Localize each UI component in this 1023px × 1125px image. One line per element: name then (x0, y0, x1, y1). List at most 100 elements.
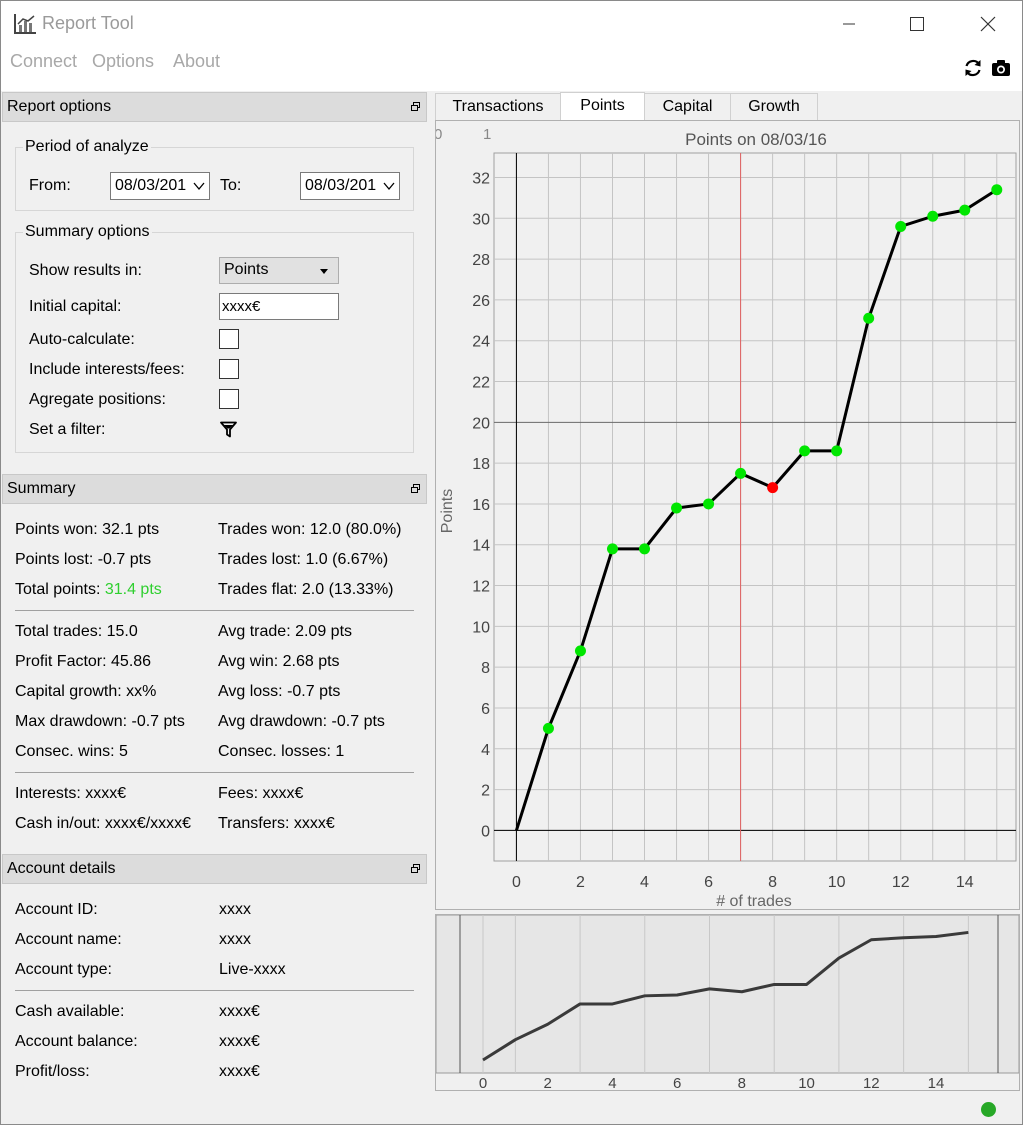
y-tick-label: 14 (472, 538, 490, 555)
dock-float-icon[interactable] (411, 102, 420, 111)
x-tick-label: 8 (768, 874, 777, 891)
win-point[interactable] (895, 220, 907, 232)
menu-bar: Connect Options About (1, 47, 1022, 91)
y-tick-label: 0 (481, 823, 490, 840)
maximize-icon (910, 17, 924, 31)
fees: Fees: xxxx€ (218, 785, 304, 802)
chevron-down-icon[interactable] (192, 179, 206, 193)
trades-flat: Trades flat: 2.0 (13.33%) (218, 581, 394, 598)
avg-drawdown: Avg drawdown: -0.7 pts (218, 713, 385, 730)
grid-lines (494, 153, 1016, 861)
y-tick-label: 28 (472, 252, 490, 269)
x-tick-label: 4 (640, 874, 649, 891)
points-series-line (514, 188, 998, 831)
minimize-icon (843, 23, 855, 25)
consec-wins: Consec. wins: 5 (15, 743, 128, 760)
menu-about[interactable]: About (173, 51, 221, 71)
loss-point[interactable] (767, 482, 779, 494)
tab-transactions[interactable]: Transactions (435, 93, 561, 121)
window-title: Report Tool (42, 13, 134, 33)
points-chart-frame: 0 1 Points on 08/03/16 0 2 4 6 8 10 12 14 16 18 20… (434, 120, 1020, 910)
account-balance-value: xxxx€ (219, 1033, 260, 1050)
account-divider (15, 990, 414, 991)
maximize-button[interactable] (887, 1, 947, 47)
initial-capital-label: Initial capital: (29, 298, 122, 315)
win-point[interactable] (606, 543, 618, 555)
profit-loss-label: Profit/loss: (15, 1063, 90, 1080)
menu-options[interactable]: Options (92, 51, 155, 71)
win-point[interactable] (799, 445, 811, 457)
transfers: Transfers: xxxx€ (218, 815, 335, 832)
account-details-title: Account details (7, 860, 116, 877)
win-point[interactable] (574, 645, 586, 657)
include-interests-label: Include interests/fees: (29, 361, 185, 378)
win-point[interactable] (671, 502, 683, 514)
interests: Interests: xxxx€ (15, 785, 127, 802)
menu-connect[interactable]: Connect (10, 51, 78, 71)
camera-icon[interactable] (990, 57, 1012, 79)
x-tick-label: 2 (576, 874, 585, 891)
chevron-down-icon[interactable] (382, 179, 396, 193)
points-lost: Points lost: -0.7 pts (15, 551, 152, 568)
total-points-label: Total points: (15, 581, 105, 598)
overview-x-tick-label: 12 (863, 1075, 880, 1090)
y-tick-label: 12 (472, 579, 490, 596)
refresh-icon[interactable] (962, 57, 984, 79)
dock-float-icon[interactable] (411, 864, 420, 873)
app-chart-icon (14, 14, 36, 34)
from-date-field[interactable]: 08/03/201 (110, 172, 210, 200)
auto-calculate-checkbox[interactable] (219, 329, 239, 349)
report-options-title: Report options (7, 98, 112, 115)
win-point[interactable] (703, 498, 715, 510)
tab-capital[interactable]: Capital (644, 93, 731, 121)
show-results-select[interactable]: Points (219, 257, 339, 284)
x-tick-label: 10 (828, 874, 846, 891)
dock-float-icon[interactable] (411, 484, 420, 493)
win-point[interactable] (991, 184, 1003, 196)
tab-growth[interactable]: Growth (730, 93, 818, 121)
period-group: Period of analyze (15, 138, 414, 211)
trades-won: Trades won: 12.0 (80.0%) (218, 521, 402, 538)
cash-available-label: Cash available: (15, 1003, 125, 1020)
show-results-label: Show results in: (29, 262, 142, 279)
win-point[interactable] (735, 467, 747, 479)
report-options-header: Report options (2, 92, 427, 122)
account-balance-label: Account balance: (15, 1033, 138, 1050)
close-icon (980, 16, 996, 32)
y-tick-label: 16 (472, 497, 490, 514)
plot-area (493, 152, 1017, 862)
include-interests-checkbox[interactable] (219, 359, 239, 379)
points-chart[interactable]: 0 1 Points on 08/03/16 02468101214161820… (434, 121, 1019, 910)
win-point[interactable] (959, 204, 971, 216)
profit-factor: Profit Factor: 45.86 (15, 653, 152, 670)
set-filter-label: Set a filter: (29, 421, 106, 438)
aggregate-positions-checkbox[interactable] (219, 389, 239, 409)
account-name-label: Account name: (15, 931, 122, 948)
auto-calculate-label: Auto-calculate: (29, 331, 135, 348)
initial-capital-input[interactable]: xxxx€ (219, 293, 339, 320)
overview-x-tick-label: 2 (544, 1075, 552, 1090)
trades-lost: Trades lost: 1.0 (6.67%) (218, 551, 389, 568)
period-group-title: Period of analyze (23, 138, 151, 156)
filter-icon[interactable] (220, 421, 237, 438)
win-point[interactable] (927, 210, 939, 222)
total-points: Total points: 31.4 pts (15, 581, 162, 599)
account-id-value: xxxx (219, 901, 251, 918)
win-point[interactable] (542, 722, 554, 734)
overview-tick-labels: 0 2 4 6 8 10 12 14 (479, 1075, 945, 1092)
minimize-button[interactable] (819, 1, 879, 47)
overview-x-tick-label: 14 (928, 1075, 945, 1090)
y-tick-label: 6 (481, 701, 490, 718)
y-tick-label: 30 (472, 211, 490, 228)
tab-points[interactable]: Points (560, 92, 645, 121)
aggregate-positions-label: Agregate positions: (29, 391, 166, 408)
win-point[interactable] (863, 312, 875, 324)
to-date-field[interactable]: 08/03/201 (300, 172, 400, 200)
win-point[interactable] (639, 543, 651, 555)
account-details-header: Account details (2, 854, 427, 884)
close-button[interactable] (958, 1, 1018, 47)
summary-divider (15, 610, 414, 611)
win-point[interactable] (831, 445, 843, 457)
chart-title: Points on 08/03/16 (685, 130, 827, 149)
